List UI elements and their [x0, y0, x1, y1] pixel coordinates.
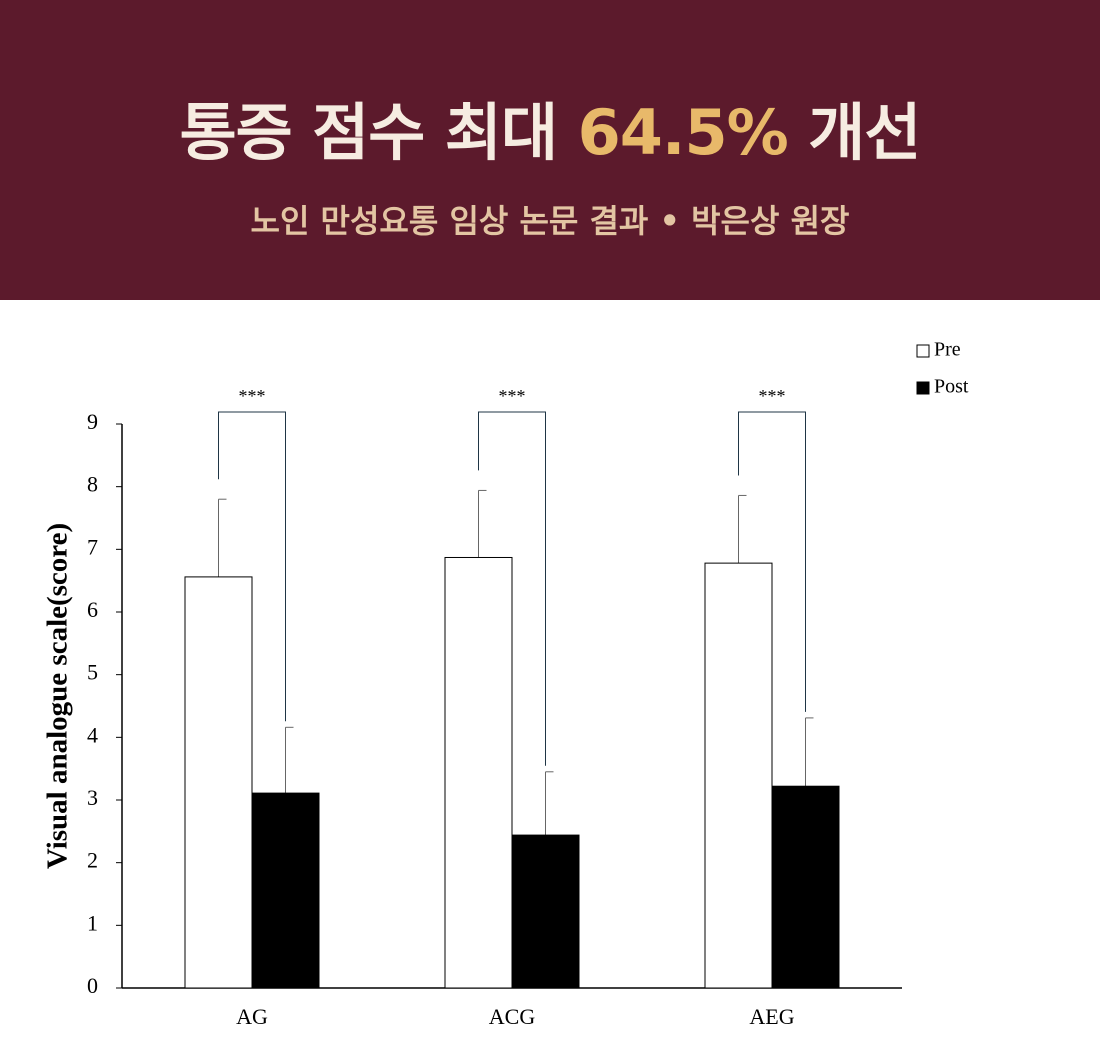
x-tick-label: ACG — [489, 1004, 536, 1029]
title-highlight: 64.5% — [577, 96, 789, 169]
significance-bracket — [478, 411, 546, 766]
legend-swatch — [916, 344, 930, 358]
legend-label: Pre — [934, 339, 961, 361]
y-tick-label: 2 — [87, 848, 98, 873]
bar — [511, 834, 580, 989]
subtitle: 노인 만성요통 임상 논문 결과 • 박은상 원장 — [250, 202, 850, 240]
title-part: 개선 — [808, 96, 921, 169]
y-tick-label: 5 — [87, 660, 98, 685]
y-tick-label: 6 — [87, 597, 98, 622]
significance-label: *** — [239, 386, 266, 406]
y-tick-label: 8 — [87, 472, 98, 497]
legend-swatch — [916, 381, 930, 395]
legend-label: Post — [934, 376, 969, 398]
y-tick-label: 7 — [87, 534, 98, 559]
bar — [704, 562, 773, 989]
y-tick-label: 0 — [87, 973, 98, 998]
x-tick-label: AEG — [749, 1004, 794, 1029]
bar — [444, 556, 513, 989]
y-tick-label: 4 — [87, 722, 98, 747]
y-tick-label: 1 — [87, 910, 98, 935]
significance-label: *** — [499, 386, 526, 406]
significance-bracket — [218, 411, 286, 722]
y-axis-label: Visual analogue scale(score) — [42, 523, 74, 869]
banner: 통증 점수 최대 64.5% 개선 노인 만성요통 임상 논문 결과 • 박은상… — [0, 0, 1100, 300]
y-tick-label: 9 — [87, 409, 98, 434]
significance-label: *** — [759, 386, 786, 406]
bar — [251, 792, 320, 989]
title: 통증 점수 최대 64.5% 개선 — [0, 82, 1100, 172]
chart: 0 1 2 3 4 5 6 7 8 9 Visual analogue scale(score) AG… — [42, 339, 969, 1029]
y-tick-label: 3 — [87, 785, 98, 810]
title-part: 통증 점수 최대 — [179, 96, 558, 169]
x-tick-label: AG — [236, 1004, 268, 1029]
bar — [771, 785, 840, 989]
bar — [184, 576, 253, 989]
significance-bracket — [738, 411, 806, 712]
